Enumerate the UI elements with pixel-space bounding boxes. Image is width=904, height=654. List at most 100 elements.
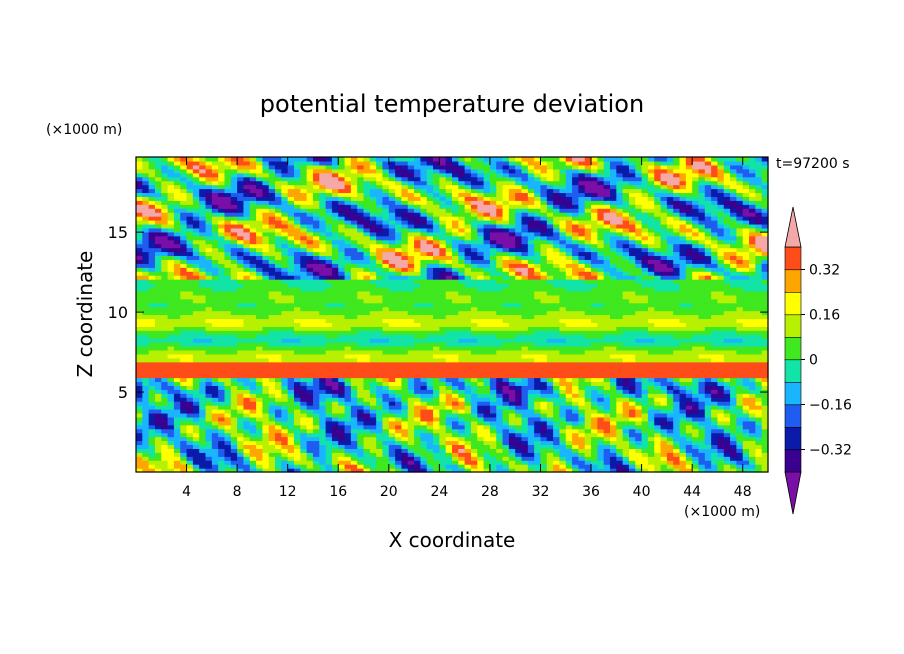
field-cell [401, 279, 409, 284]
field-cell [749, 286, 756, 292]
field-cell [369, 428, 377, 434]
field-cell [249, 318, 257, 323]
field-cell [357, 342, 365, 347]
field-cell [502, 361, 510, 367]
field-cell [717, 381, 725, 386]
field-cell [527, 310, 535, 316]
field-cell [578, 428, 586, 434]
field-cell [401, 432, 409, 438]
field-cell [622, 385, 630, 390]
field-cell [249, 326, 257, 331]
field-cell [736, 401, 744, 406]
field-cell [553, 357, 561, 363]
field-cell [439, 436, 447, 442]
field-cell [730, 456, 737, 461]
field-cell [357, 381, 365, 386]
field-cell [610, 302, 617, 308]
field-cell [414, 456, 421, 461]
field-cell [704, 420, 712, 426]
field-cell [470, 460, 478, 465]
field-cell [275, 468, 282, 473]
field-cell [477, 460, 485, 465]
field-cell [616, 275, 624, 280]
field-cell [325, 405, 333, 410]
field-cell [515, 436, 523, 442]
field-cell [717, 468, 725, 473]
field-cell [256, 397, 263, 402]
field-cell [489, 393, 497, 398]
field-cell [407, 365, 415, 371]
field-cell [249, 330, 257, 335]
field-cell [294, 448, 301, 453]
field-cell [755, 444, 763, 449]
field-cell [136, 322, 143, 327]
field-cell [717, 397, 725, 402]
field-cell [527, 279, 535, 284]
field-cell [192, 326, 200, 331]
field-cell [369, 349, 377, 355]
field-cell [230, 275, 238, 280]
field-cell [578, 361, 586, 367]
field-cell [755, 318, 763, 323]
field-cell [755, 338, 763, 343]
field-cell [325, 283, 333, 288]
field-cell [300, 310, 308, 316]
field-cell [578, 409, 586, 414]
field-cell [199, 338, 207, 343]
field-cell [717, 357, 725, 363]
field-cell [249, 298, 257, 304]
field-cell [572, 448, 579, 453]
field-cell [205, 330, 213, 335]
field-cell [603, 420, 611, 426]
field-cell [755, 322, 763, 327]
field-cell [534, 365, 542, 371]
field-cell [496, 365, 504, 371]
field-cell [256, 365, 263, 371]
field-cell [502, 464, 510, 469]
field-cell [401, 365, 409, 371]
field-cell [186, 330, 194, 335]
field-cell [205, 373, 213, 379]
field-cell [136, 436, 143, 442]
field-cell [654, 464, 662, 469]
field-cell [237, 389, 245, 394]
field-cell [433, 444, 440, 449]
field-cell [565, 468, 573, 473]
field-cell [331, 326, 339, 331]
field-cell [736, 279, 744, 284]
field-cell [281, 361, 289, 367]
field-cell [496, 298, 504, 304]
field-cell [262, 444, 270, 449]
field-cell [420, 310, 428, 316]
field-cell [401, 318, 409, 323]
field-cell [647, 448, 655, 453]
field-cell [723, 436, 731, 442]
field-cell [319, 275, 327, 280]
field-cell [136, 409, 143, 414]
field-cell [540, 389, 548, 394]
field-cell [445, 464, 453, 469]
field-cell [148, 412, 156, 418]
field-cell [388, 440, 396, 446]
field-cell [572, 322, 579, 327]
field-cell [452, 314, 459, 320]
field-cell [338, 346, 346, 351]
field-cell [180, 393, 188, 398]
field-cell [761, 401, 769, 406]
field-cell [679, 314, 687, 320]
field-cell [136, 314, 143, 320]
field-cell [540, 306, 548, 312]
field-cell [218, 349, 226, 355]
field-cell [565, 338, 573, 343]
field-cell [325, 306, 333, 312]
field-cell [173, 275, 181, 280]
field-cell [559, 330, 567, 335]
field-cell [553, 440, 561, 446]
field-cell [616, 452, 624, 457]
field-cell [521, 373, 529, 379]
field-cell [692, 294, 700, 300]
field-cell [698, 385, 706, 390]
field-cell [616, 468, 624, 473]
field-cell [742, 286, 750, 292]
field-cell [597, 279, 605, 284]
